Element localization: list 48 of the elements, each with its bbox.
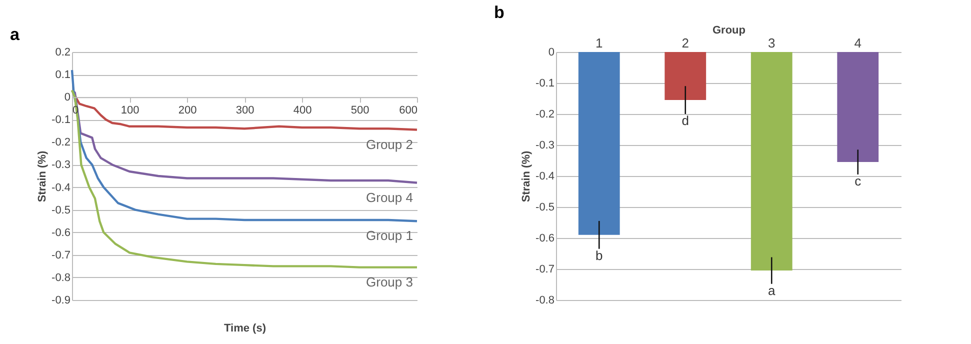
- y-tick-label: 0.1: [55, 69, 70, 82]
- x-tick-label: 2: [682, 36, 689, 50]
- y-tick-label: -0.2: [52, 136, 70, 149]
- line-series: [70, 89, 418, 268]
- y-tick-label: -0.8: [52, 272, 70, 284]
- series-label: Group 3: [366, 274, 413, 290]
- y-tick-label: -0.4: [536, 170, 554, 182]
- y-tick-label: -0.6: [52, 226, 70, 239]
- y-tick-label: -0.3: [536, 140, 554, 152]
- series-label: Group 1: [366, 228, 413, 244]
- chart-title: a: [10, 25, 20, 44]
- line-series: [70, 68, 418, 222]
- y-axis-title: Strain (%): [520, 150, 533, 202]
- annotation: a: [768, 282, 776, 298]
- y-tick-label: -0.5: [536, 202, 554, 214]
- y-tick-label: 0.2: [55, 46, 70, 58]
- annotation: b: [596, 248, 603, 263]
- annotation: c: [854, 173, 862, 188]
- x-tick-label: 3: [768, 36, 776, 50]
- y-tick-label: -0.7: [536, 264, 554, 276]
- y-tick-label: -0.1: [536, 78, 554, 90]
- annotation: d: [682, 113, 689, 128]
- series-label: Group 2: [366, 136, 413, 152]
- y-tick-label: -0.4: [52, 182, 70, 194]
- x-tick-label: 400: [293, 104, 312, 117]
- series-label: Group 4: [366, 190, 413, 205]
- y-tick-label: -0.2: [536, 108, 554, 120]
- x-axis-title: Group: [712, 24, 746, 36]
- y-tick-label: -0.6: [536, 232, 554, 244]
- x-tick-label: 300: [236, 104, 254, 117]
- x-tick-label: 4: [854, 36, 862, 50]
- y-tick-label: 0: [548, 46, 554, 58]
- y-tick-label: -0.7: [52, 249, 70, 262]
- y-tick-label: -0.1: [52, 114, 70, 126]
- y-tick-label: 0: [64, 92, 70, 104]
- x-tick-label: 500: [350, 104, 370, 117]
- x-tick-label: 200: [178, 104, 197, 117]
- y-tick-label: -0.3: [52, 159, 70, 172]
- x-axis-title: Time (s): [224, 322, 266, 334]
- y-tick-label: -0.9: [52, 294, 70, 306]
- y-axis-title: Strain (%): [36, 150, 49, 202]
- x-tick-label: 600: [399, 104, 418, 117]
- x-tick-label: 1: [596, 36, 603, 50]
- y-tick-label: -0.5: [52, 204, 70, 216]
- x-tick-label: 100: [120, 104, 140, 117]
- y-tick-label: -0.8: [536, 294, 554, 306]
- chart-title: b: [494, 3, 504, 22]
- x-tick-label: 0: [72, 104, 79, 117]
